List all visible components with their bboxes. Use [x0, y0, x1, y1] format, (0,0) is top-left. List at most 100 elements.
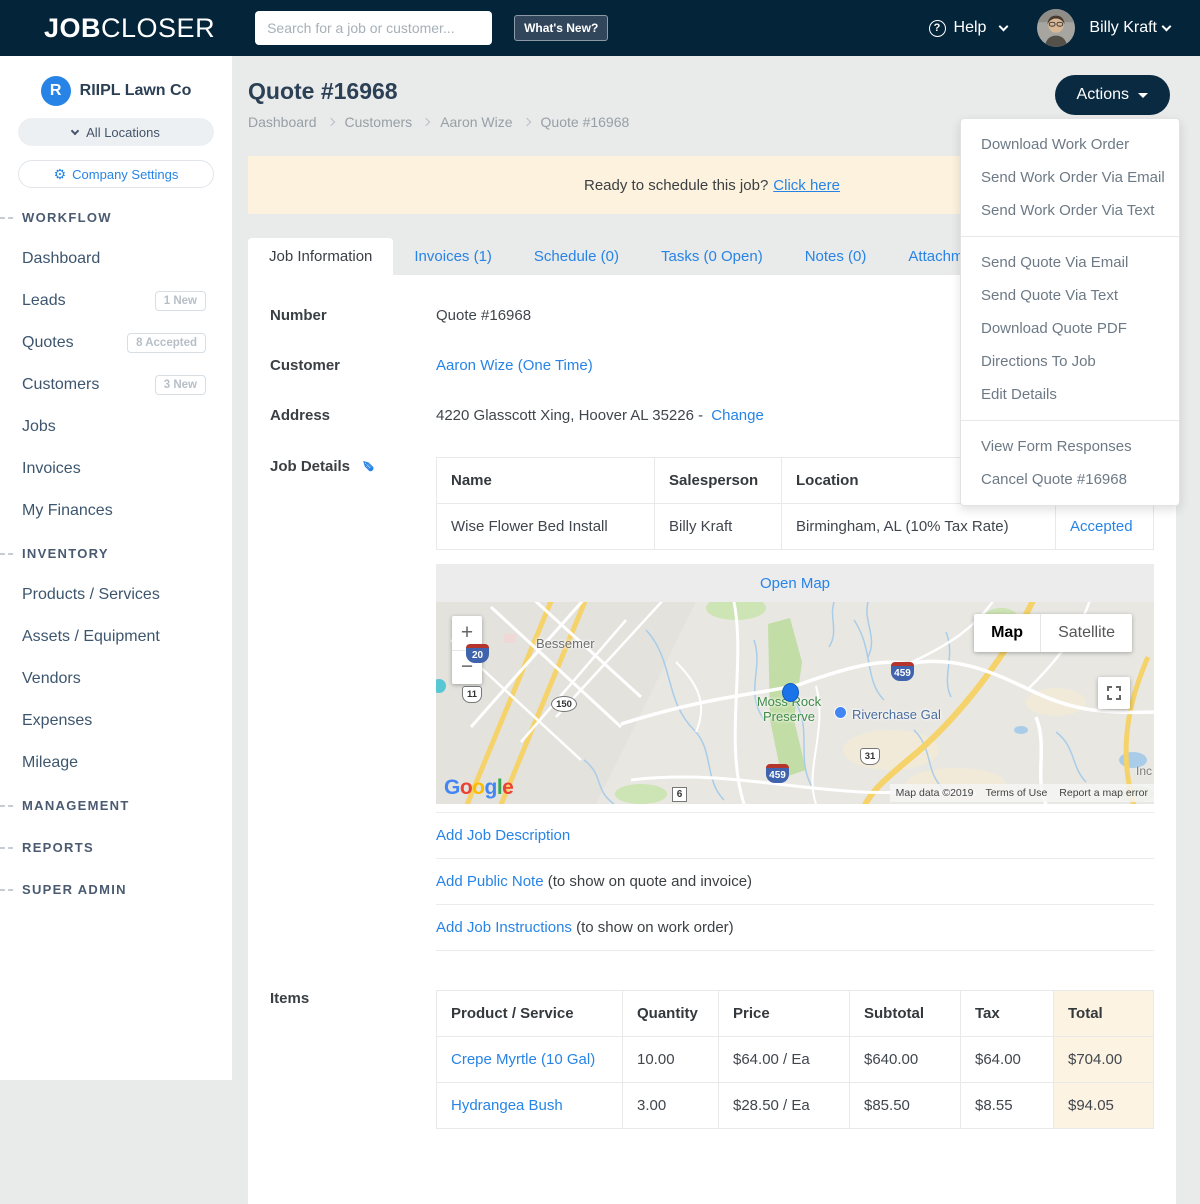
tax-cell: $64.00 [961, 1037, 1054, 1083]
fullscreen-button[interactable] [1098, 677, 1130, 709]
map-type-satellite-button[interactable]: Satellite [1040, 614, 1132, 652]
product-link[interactable]: Crepe Myrtle (10 Gal) [451, 1051, 595, 1068]
sidebar-item-invoices[interactable]: Invoices [0, 448, 232, 490]
report-map-error-link[interactable]: Report a map error [1053, 784, 1154, 802]
menu-item-send-quote-email[interactable]: Send Quote Via Email [961, 246, 1179, 279]
app-logo: JOBCLOSER [44, 13, 215, 44]
section-inventory[interactable]: INVENTORY [0, 532, 232, 574]
item-label: Jobs [22, 418, 56, 436]
map-canvas[interactable]: + − Map Satellite Bessemer [436, 602, 1154, 804]
items-col-price: Price [719, 991, 850, 1037]
help-menu[interactable]: ? Help [929, 19, 1008, 37]
shopping-poi-icon [834, 706, 847, 719]
sidebar-item-my-finances[interactable]: My Finances [0, 490, 232, 532]
public-note-suffix: (to show on quote and invoice) [544, 873, 752, 890]
logo-light: CLOSER [101, 13, 215, 43]
item-label: Dashboard [22, 250, 100, 268]
sidebar-item-expenses[interactable]: Expenses [0, 700, 232, 742]
map-type-map-button[interactable]: Map [974, 614, 1040, 652]
sidebar-item-products-services[interactable]: Products / Services [0, 574, 232, 616]
add-job-description-link[interactable]: Add Job Description [436, 827, 570, 844]
section-workflow[interactable]: WORKFLOW [0, 196, 232, 238]
sidebar-item-quotes[interactable]: Quotes 8 Accepted [0, 322, 232, 364]
google-letter: e [502, 776, 513, 799]
customer-link[interactable]: Aaron Wize (One Time) [436, 357, 593, 374]
sidebar-item-assets-equipment[interactable]: Assets / Equipment [0, 616, 232, 658]
add-job-description-row: Add Job Description [436, 812, 1154, 858]
terms-of-use-link[interactable]: Terms of Use [979, 784, 1053, 802]
map-data-copyright: Map data ©2019 [890, 784, 980, 802]
item-label: Quotes [22, 334, 74, 352]
edit-pencil-icon[interactable]: ✎ [358, 460, 376, 473]
menu-item-send-quote-text[interactable]: Send Quote Via Text [961, 279, 1179, 312]
instructions-suffix: (to show on work order) [572, 919, 734, 936]
total-cell: $94.05 [1054, 1083, 1154, 1129]
address-change-link[interactable]: Change [711, 407, 764, 424]
items-col-total: Total [1054, 991, 1154, 1037]
section-management[interactable]: MANAGEMENT [0, 784, 232, 826]
add-job-instructions-link[interactable]: Add Job Instructions [436, 919, 572, 936]
tab-invoices[interactable]: Invoices (1) [393, 238, 513, 275]
menu-item-view-form-responses[interactable]: View Form Responses [961, 430, 1179, 463]
section-super-admin[interactable]: SUPER ADMIN [0, 868, 232, 910]
search-input[interactable] [255, 11, 492, 45]
total-cell: $704.00 [1054, 1037, 1154, 1083]
google-letter: g [485, 776, 497, 799]
tab-notes[interactable]: Notes (0) [784, 238, 888, 275]
avatar-image [1037, 9, 1075, 47]
company-settings-button[interactable]: ⚙ Company Settings [18, 160, 214, 188]
menu-item-edit-details[interactable]: Edit Details [961, 378, 1179, 411]
sidebar-item-jobs[interactable]: Jobs [0, 406, 232, 448]
menu-item-send-work-order-text[interactable]: Send Work Order Via Text [961, 194, 1179, 227]
sidebar-item-mileage[interactable]: Mileage [0, 742, 232, 784]
google-logo[interactable]: Google [444, 776, 513, 800]
address-label: Address [270, 405, 436, 424]
sidebar-item-vendors[interactable]: Vendors [0, 658, 232, 700]
sidebar: R RIIPL Lawn Co All Locations ⚙ Company … [0, 56, 232, 1080]
job-salesperson-cell: Billy Kraft [655, 504, 782, 550]
job-location-marker[interactable] [782, 683, 799, 702]
menu-item-send-work-order-email[interactable]: Send Work Order Via Email [961, 161, 1179, 194]
tab-tasks[interactable]: Tasks (0 Open) [640, 238, 784, 275]
job-status-link[interactable]: Accepted [1070, 518, 1133, 535]
company-header: R RIIPL Lawn Co [0, 76, 232, 106]
logo-bold: JOB [44, 13, 101, 43]
add-job-instructions-row: Add Job Instructions (to show on work or… [436, 904, 1154, 950]
tab-schedule[interactable]: Schedule (0) [513, 238, 640, 275]
menu-item-download-quote-pdf[interactable]: Download Quote PDF [961, 312, 1179, 345]
banner-click-here-link[interactable]: Click here [773, 177, 840, 194]
item-label: Expenses [22, 712, 92, 730]
company-logo: R [41, 76, 71, 106]
breadcrumb-dashboard[interactable]: Dashboard [248, 114, 317, 130]
open-map-link[interactable]: Open Map [760, 575, 830, 592]
items-col-quantity: Quantity [623, 991, 719, 1037]
fullscreen-icon [1107, 686, 1121, 700]
job-details-row: Wise Flower Bed Install Billy Kraft Birm… [437, 504, 1154, 550]
actions-button[interactable]: Actions [1055, 75, 1170, 115]
breadcrumb-customers[interactable]: Customers [345, 114, 413, 130]
locations-selector[interactable]: All Locations [18, 118, 214, 146]
items-col-tax: Tax [961, 991, 1054, 1037]
user-menu[interactable]: Billy Kraft [1089, 19, 1170, 37]
product-link[interactable]: Hydrangea Bush [451, 1097, 563, 1114]
locations-label: All Locations [86, 125, 160, 140]
whats-new-button[interactable]: What's New? [514, 15, 608, 41]
settings-label: Company Settings [72, 167, 178, 182]
interstate-459-shield: 459 [891, 662, 914, 681]
menu-item-directions-to-job[interactable]: Directions To Job [961, 345, 1179, 378]
menu-item-download-work-order[interactable]: Download Work Order [961, 128, 1179, 161]
number-label: Number [270, 305, 436, 324]
menu-item-cancel-quote[interactable]: Cancel Quote #16968 [961, 463, 1179, 496]
breadcrumb-customer-name[interactable]: Aaron Wize [440, 114, 512, 130]
google-letter: o [472, 776, 484, 799]
subtotal-cell: $640.00 [850, 1037, 961, 1083]
add-public-note-link[interactable]: Add Public Note [436, 873, 544, 890]
user-avatar[interactable] [1037, 9, 1075, 47]
quotes-badge: 8 Accepted [127, 333, 206, 353]
sidebar-item-dashboard[interactable]: Dashboard [0, 238, 232, 280]
interstate-20-shield: 20 [466, 644, 489, 663]
tab-job-information[interactable]: Job Information [248, 238, 393, 275]
section-reports[interactable]: REPORTS [0, 826, 232, 868]
